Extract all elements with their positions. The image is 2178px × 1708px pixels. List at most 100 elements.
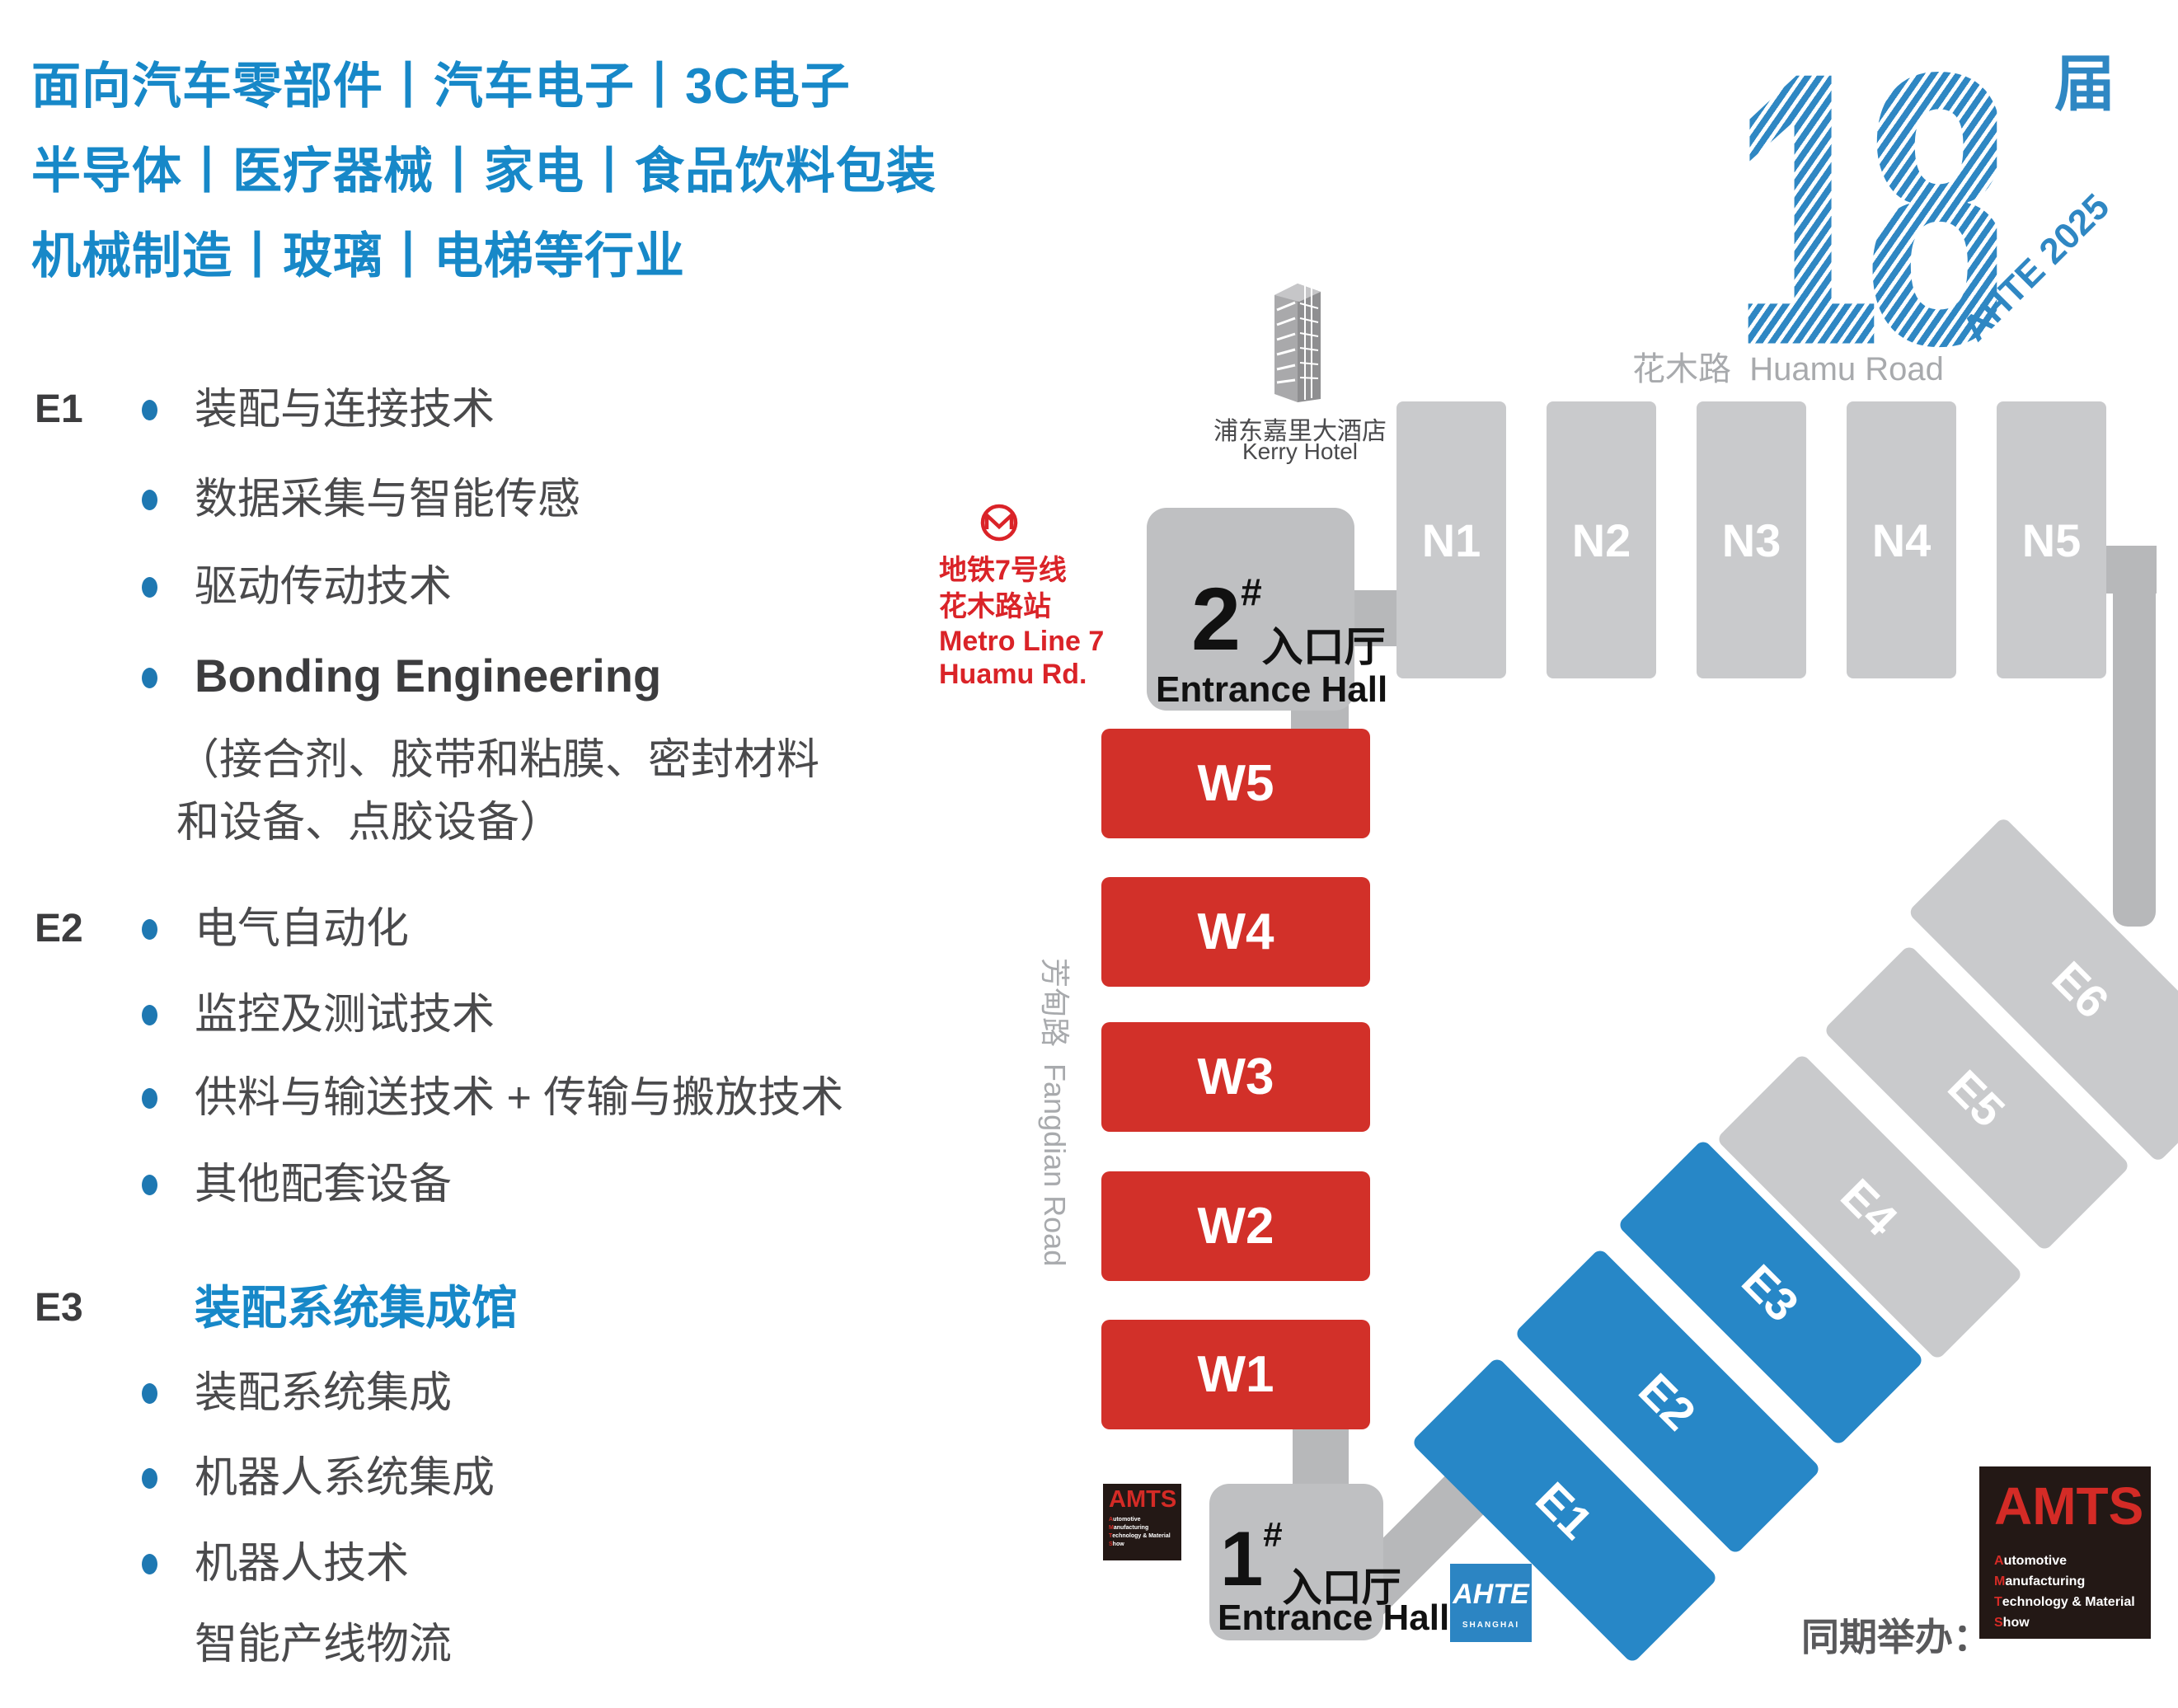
hall-w2: W2 <box>1101 1171 1370 1281</box>
headline-line-2: 半导体丨医疗器械丨家电丨食品饮料包装 <box>31 143 936 199</box>
list-item: 驱动传动技术 <box>195 563 453 611</box>
huamu-road-label: 花木路 Huamu Road <box>1632 342 1944 390</box>
list-item: 智能产线物流 <box>195 1621 453 1668</box>
bullet-icon <box>142 668 157 688</box>
entrance-hall-2-label: 2 # 入口厅 <box>1191 569 1386 673</box>
ahte-shanghai-logo: AHTE SHANGHAI <box>1450 1564 1532 1642</box>
list-item: 供料与输送技术 + 传输与搬放技术 <box>195 1074 844 1122</box>
metro-text-line: 花木路站 <box>939 591 1051 622</box>
amts-word-rest: anufacturing <box>1113 1525 1149 1531</box>
amts-word-rest: how <box>1112 1541 1124 1547</box>
huamu-road-en: Huamu Road <box>1749 351 1944 387</box>
amts-logo-large: AMTS Automotive Manufacturing Technology… <box>1979 1466 2151 1639</box>
kerry-hotel-building-icon <box>1274 284 1321 402</box>
list-item-bonding-engineering: Bonding Engineering <box>195 650 662 702</box>
hall-n2: N2 <box>1547 401 1656 678</box>
entrance-hall-2 <box>1147 508 1354 711</box>
amts-initial: T <box>1109 1533 1113 1539</box>
amts-initial: M <box>1994 1574 2006 1588</box>
ahte-logo-sub: SHANGHAI <box>1462 1621 1520 1630</box>
amts-initial: A <box>1994 1554 2004 1568</box>
hall-e1-label: E1 <box>1526 1471 1603 1549</box>
hall-w5-label: W5 <box>1197 755 1274 812</box>
connector-entrance2-n1 <box>1354 590 1400 646</box>
hall-w4: W4 <box>1101 877 1370 987</box>
list-item: 其他配套设备 <box>195 1161 453 1208</box>
amts-initial: M <box>1109 1525 1114 1531</box>
hall-w1: W1 <box>1101 1320 1370 1429</box>
amts-logo-small: AMTS Automotive Manufacturing Technology… <box>1103 1484 1181 1560</box>
entrance-hall-1 <box>1209 1484 1383 1640</box>
bullet-icon <box>142 1383 157 1404</box>
road-connector-right <box>2113 546 2156 927</box>
entrance-1-hash: # <box>1263 1515 1283 1554</box>
bullet-icon <box>142 1468 157 1489</box>
hall-n3: N3 <box>1697 401 1806 678</box>
hall-n5: N5 <box>1997 401 2106 678</box>
amts-word-rest: how <box>2002 1616 2030 1630</box>
amts-word-rest: utomotive <box>1113 1517 1141 1523</box>
hall-e6-label: E6 <box>2042 951 2119 1028</box>
entrance-hall-1-label: 1 # 入口厅 <box>1220 1515 1401 1612</box>
bullet-icon <box>142 577 157 598</box>
metro-text-line: Huamu Rd. <box>939 659 1087 690</box>
amts-word-rest: utomotive <box>2003 1554 2068 1568</box>
edition-suffix: 届 <box>2054 49 2115 118</box>
headline-line-3: 机械制造丨玻璃丨电梯等行业 <box>31 228 685 284</box>
hall-w3: W3 <box>1101 1022 1370 1132</box>
list-item: 监控及测试技术 <box>195 991 495 1039</box>
fangdian-road-en: Fangdian Road <box>1038 1063 1072 1267</box>
hall-n5-label: N5 <box>2021 514 2082 566</box>
entrance-2-cn: 入口厅 <box>1261 624 1386 670</box>
hall-w4-label: W4 <box>1197 903 1274 960</box>
entrance-1-number: 1 <box>1220 1515 1264 1602</box>
kerry-hotel-label-cn: 浦东嘉里大酒店 <box>1213 418 1387 445</box>
list-item: 机器人技术 <box>195 1540 410 1588</box>
amts-initial: S <box>1994 1616 2003 1630</box>
hall-n4-label: N4 <box>1871 514 1932 566</box>
bullet-icon <box>142 490 157 510</box>
metro-text-line: Metro Line 7 <box>939 626 1105 657</box>
bullet-icon <box>142 919 157 940</box>
amts-word-rest: echnology & Material <box>1112 1533 1171 1539</box>
bullet-icon <box>142 400 157 420</box>
hall-n2-label: N2 <box>1571 514 1631 566</box>
kerry-hotel-label-en: Kerry Hotel <box>1242 439 1359 464</box>
amts-small-title: AMTS <box>1109 1486 1177 1513</box>
entrance-1-en: Entrance Hall <box>1218 1598 1450 1638</box>
entrance-2-hash: # <box>1241 570 1262 613</box>
bullet-icon <box>142 1554 157 1574</box>
hall-n1: N1 <box>1396 401 1506 678</box>
amts-word-rest: echnology & Material <box>2002 1595 2135 1609</box>
bullet-icon <box>142 1088 157 1109</box>
hall-w2-label: W2 <box>1197 1198 1274 1255</box>
hall-w3-label: W3 <box>1197 1049 1274 1105</box>
entrance-2-number: 2 <box>1191 569 1242 669</box>
hall-n4: N4 <box>1847 401 1956 678</box>
list-item: 数据采集与智能传感 <box>195 476 581 523</box>
section-label-e1: E1 <box>35 387 83 431</box>
entrance-2-en: Entrance Hall <box>1156 669 1388 710</box>
hall-w5: W5 <box>1101 729 1370 838</box>
amts-initial: S <box>1109 1541 1113 1547</box>
list-item: 电气自动化 <box>195 905 410 953</box>
hall-n3-label: N3 <box>1721 514 1781 566</box>
metro-text-line: 地铁7号线 <box>939 555 1067 586</box>
entrance-1-cn: 入口厅 <box>1282 1566 1401 1610</box>
amts-initial: A <box>1109 1517 1114 1523</box>
huamu-road-cn: 花木路 <box>1632 351 1731 387</box>
concurrent-event-label: 同期举办： <box>1801 1616 1991 1659</box>
shanghai-metro-icon <box>980 504 1018 542</box>
section-label-e3: E3 <box>35 1286 83 1330</box>
fangdian-road-cn: 芳甸路 <box>1038 958 1072 1048</box>
hall-n1-label: N1 <box>1421 514 1481 566</box>
list-item: 装配与连接技术 <box>195 386 495 434</box>
fangdian-road-label: 芳甸路 Fangdian Road <box>1038 958 1078 1266</box>
edition-18-logo: 18 <box>1731 0 2015 426</box>
list-item: 装配系统集成 <box>195 1369 453 1417</box>
hall-e2-label: E2 <box>1629 1363 1706 1440</box>
bullet-icon <box>142 1005 157 1025</box>
bullet-icon <box>142 1175 157 1195</box>
hall-e5-label: E5 <box>1938 1059 2016 1137</box>
